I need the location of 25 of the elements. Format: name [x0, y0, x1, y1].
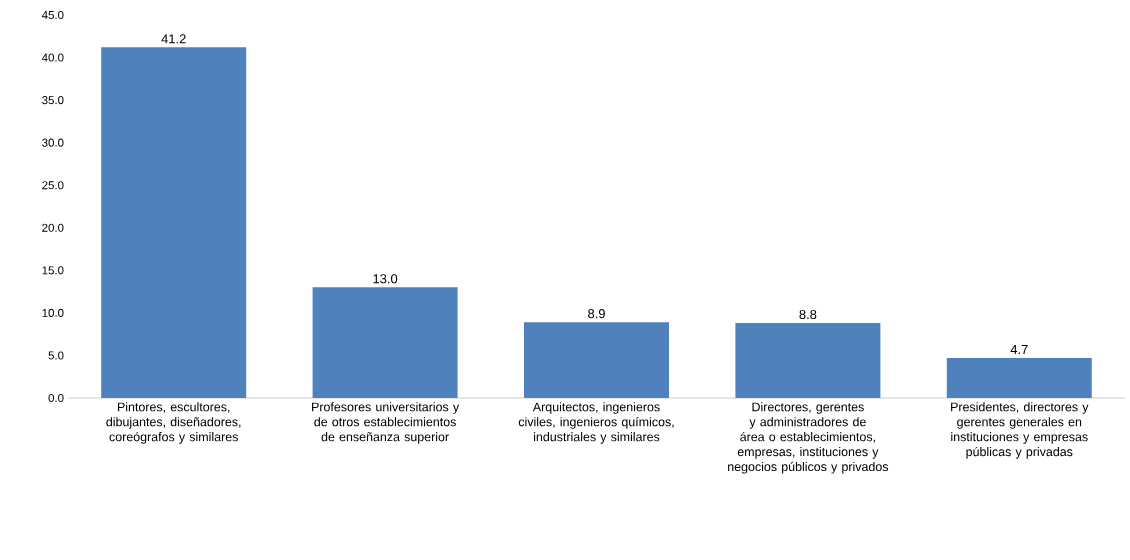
data-label: 8.9	[588, 309, 605, 319]
data-label: 41.2	[161, 34, 186, 44]
y-tick-label: 20.0	[42, 223, 64, 232]
bar	[312, 287, 458, 398]
y-tick-label: 35.0	[42, 96, 64, 105]
bar	[101, 47, 247, 398]
y-tick-label: 25.0	[42, 181, 64, 190]
x-tick-label: Profesores universitarios y de otros establecimientos de enseñanza superior	[312, 402, 460, 444]
x-tick-label: Directores, gerentes y administradores de área o establecimientos, empresas, instituciones y negocios públicos y privados	[728, 402, 889, 474]
y-tick-label: 0.0	[48, 393, 64, 403]
bar	[946, 358, 1092, 398]
bar	[524, 322, 669, 398]
x-tick-label: Arquitectos, ingenieros civiles, ingenieros químicos, industriales y similares	[518, 402, 674, 444]
data-label: 8.8	[799, 309, 817, 320]
data-label: 13.0	[373, 274, 398, 284]
y-tick-label: 45.0	[41, 10, 64, 20]
y-tick-label: 10.0	[42, 308, 64, 317]
bar	[735, 323, 881, 398]
data-label: 4.7	[1010, 345, 1028, 354]
y-tick-label: 5.0	[48, 351, 64, 360]
y-tick-label: 30.0	[42, 138, 64, 147]
y-tick-label: 40.0	[41, 53, 64, 62]
y-tick-label: 15.0	[42, 266, 64, 275]
x-tick-label: Presidentes, directores y gerentes generales en instituciones y empresas públicas y privadas	[951, 402, 1089, 459]
x-tick-label: Pintores, escultores, dibujantes, diseñadores, coreógrafos y similares	[106, 402, 241, 444]
